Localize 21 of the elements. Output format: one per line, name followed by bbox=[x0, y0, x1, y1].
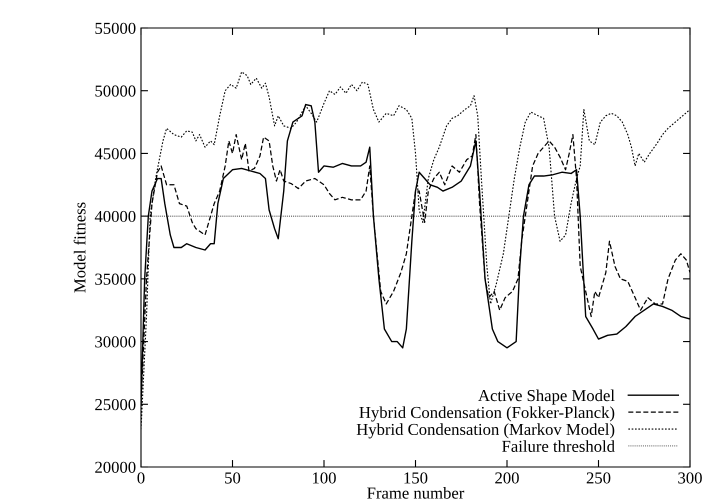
y-tick-label: 40000 bbox=[94, 210, 136, 222]
x-tick-label: 250 bbox=[586, 472, 610, 484]
x-tick-label: 50 bbox=[225, 472, 240, 484]
legend-label: Failure threshold bbox=[502, 440, 615, 452]
legend-label: Hybrid Condensation (Markov Model) bbox=[356, 423, 614, 438]
y-tick-label: 25000 bbox=[95, 398, 136, 410]
x-tick-label: 0 bbox=[137, 472, 145, 484]
y-tick-label: 20000 bbox=[95, 462, 136, 473]
y-tick-label: 45000 bbox=[94, 148, 136, 160]
y-axis-title: Model fitness bbox=[74, 202, 86, 293]
y-tick-label: 30000 bbox=[95, 336, 136, 348]
x-tick-label: 200 bbox=[495, 472, 519, 484]
x-axis-title: Frame number bbox=[367, 486, 464, 499]
x-tick-label: 150 bbox=[404, 472, 428, 484]
x-tick-label: 100 bbox=[312, 472, 336, 484]
legend-label: Active Shape Model bbox=[478, 389, 615, 405]
y-tick-label: 55000 bbox=[95, 22, 136, 34]
y-tick-label: 35000 bbox=[95, 274, 136, 285]
x-tick-label: 300 bbox=[678, 472, 702, 484]
legend-label: Hybrid Condensation (Fokker-Planck) bbox=[359, 406, 614, 422]
y-tick-label: 50000 bbox=[95, 85, 136, 97]
